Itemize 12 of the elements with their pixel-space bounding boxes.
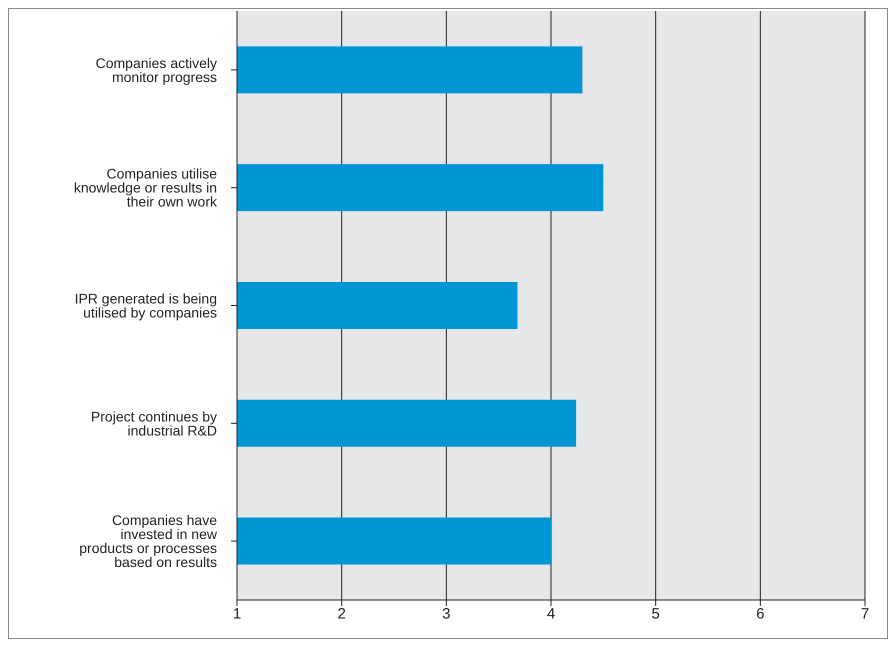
x-tick-label: 6 (756, 606, 765, 623)
x-tick-label: 3 (442, 606, 451, 623)
x-tick-label: 4 (546, 606, 556, 623)
y-tick-label: Companies have invested in new products or processes based on results (79, 512, 218, 570)
x-tick-label: 7 (860, 606, 870, 623)
y-tick-label: IPR generated is being utilised by companies (74, 290, 217, 320)
x-tick-label: 5 (651, 606, 660, 623)
x-tick-label: 2 (337, 606, 346, 623)
y-tick-label: Companies utilise knowledge or results in their own work (74, 166, 218, 210)
y-tick-label: Project continues by industrial R&D (90, 408, 217, 438)
y-tick-label: Companies actively monitor progress (96, 54, 217, 85)
x-tick-label: 1 (232, 606, 242, 623)
